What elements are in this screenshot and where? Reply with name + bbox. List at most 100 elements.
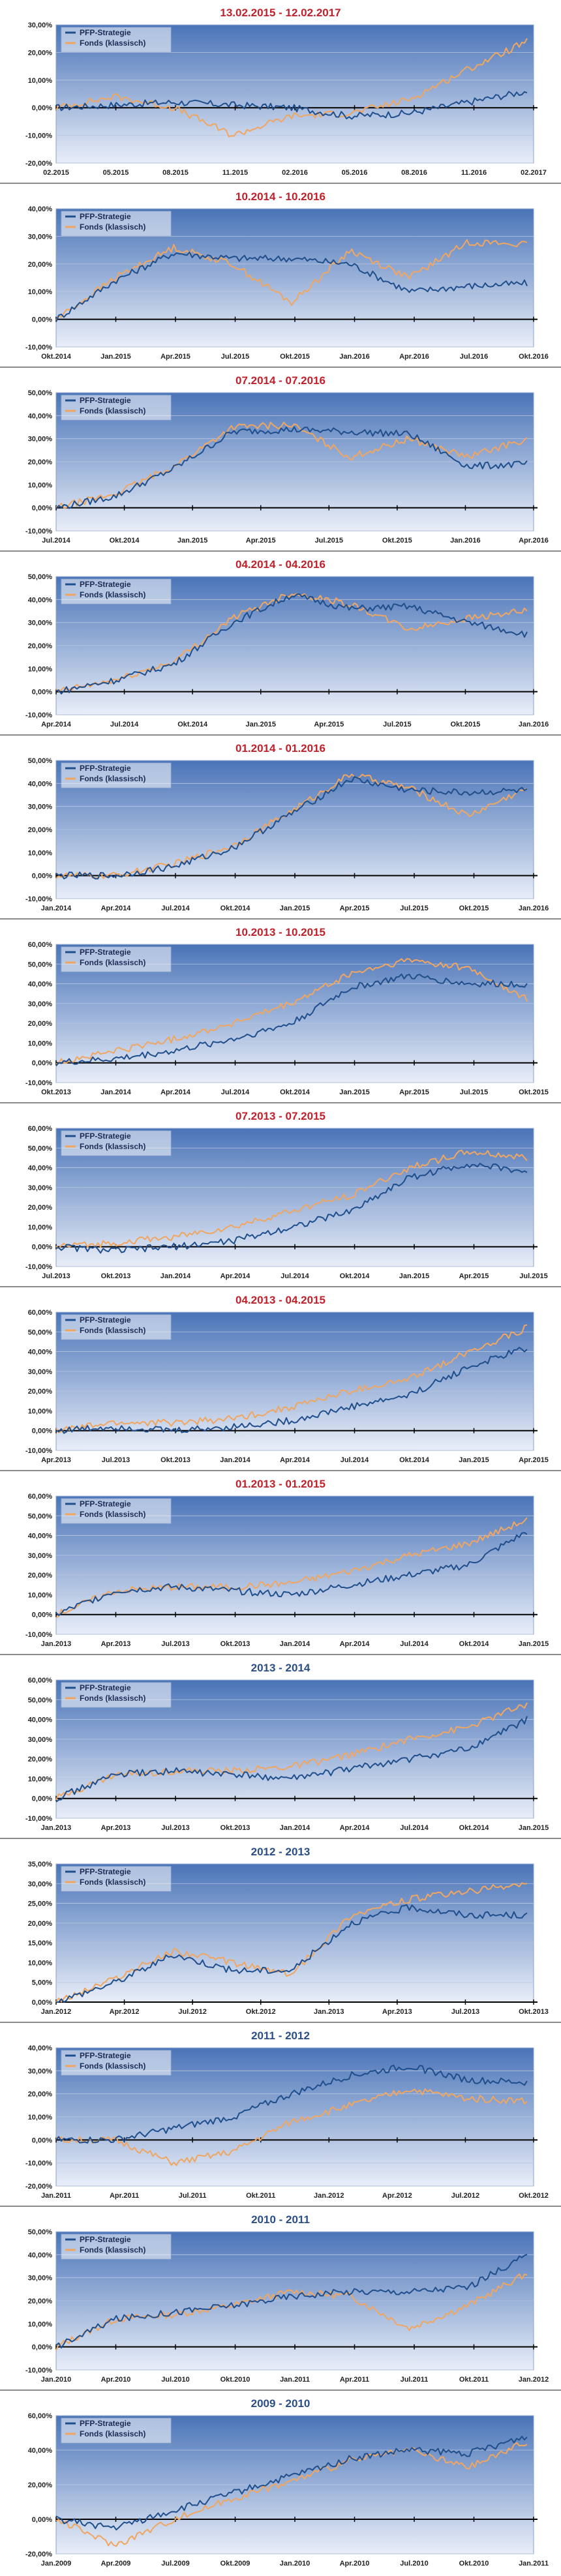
y-tick-label: 10,00% bbox=[28, 288, 53, 296]
x-tick-label: Jan.2014 bbox=[41, 905, 72, 912]
x-tick-label: Apr.2011 bbox=[340, 2376, 369, 2384]
y-tick-label: 30,00% bbox=[28, 1880, 53, 1888]
chart-panel: 2011 - 2012 40,00% 30,00% 20,00% 10,00% 0,00%… bbox=[0, 2023, 561, 2207]
y-tick-label: -20,00% bbox=[25, 2551, 52, 2558]
chart-svg: 60,00% 50,00% 40,00% 30,00% 20,00% 10,00% 0,00… bbox=[25, 1677, 549, 1832]
x-tick-label: Jul.2010 bbox=[161, 2376, 189, 2384]
chart-title: 01.2013 - 01.2015 bbox=[235, 1478, 326, 1490]
chart-panel: 10.2014 - 10.2016 40,00% 30,00% 20,00% 10,00… bbox=[0, 184, 561, 368]
x-tick-label: Apr.2015 bbox=[459, 1272, 489, 1280]
series-line bbox=[55, 2064, 528, 2144]
chart-panel: 04.2014 - 04.2016 50,00% 40,00% 30,00% 20,00… bbox=[0, 552, 561, 736]
legend-label: PFP-Strategie bbox=[80, 1315, 131, 1325]
section-divider bbox=[0, 2206, 561, 2207]
x-tick-label: Jan.2009 bbox=[41, 2560, 71, 2568]
x-tick-label: Apr.2015 bbox=[340, 905, 370, 912]
y-tick-label: 30,00% bbox=[28, 2067, 53, 2075]
legend-label: Fonds (klassisch) bbox=[80, 958, 145, 967]
chart-title: 04.2013 - 04.2015 bbox=[235, 1294, 326, 1306]
y-tick-label: 40,00% bbox=[28, 412, 53, 420]
x-tick-label: Okt.2012 bbox=[246, 2008, 276, 2016]
x-tick-label: Apr.2014 bbox=[160, 1088, 191, 1096]
series-line bbox=[55, 91, 528, 120]
y-tick-label: 30,00% bbox=[28, 803, 53, 811]
y-tick-label: 10,00% bbox=[28, 1407, 53, 1415]
section-divider bbox=[0, 918, 561, 920]
y-tick-label: 0,00% bbox=[32, 505, 52, 513]
y-tick-label: 0,00% bbox=[32, 873, 52, 880]
y-tick-label: 50,00% bbox=[28, 1145, 53, 1152]
x-tick-label: Okt.2014 bbox=[177, 721, 208, 728]
y-tick-label: 30,00% bbox=[28, 1552, 53, 1560]
y-tick-label: 50,00% bbox=[28, 1328, 53, 1336]
y-tick-label: 50,00% bbox=[28, 1696, 53, 1704]
legend-label: Fonds (klassisch) bbox=[80, 2061, 145, 2071]
y-tick-label: 20,00% bbox=[28, 642, 53, 650]
x-tick-label: Apr.2014 bbox=[280, 1456, 311, 1464]
y-tick-label: 20,00% bbox=[28, 1388, 53, 1396]
x-tick-label: Jul.2011 bbox=[179, 2192, 207, 2200]
x-tick-label: Apr.2012 bbox=[382, 2192, 412, 2200]
x-tick-label: Okt.2009 bbox=[220, 2560, 250, 2568]
x-tick-label: Jan.2011 bbox=[41, 2192, 71, 2200]
x-tick-label: Jul.2010 bbox=[400, 2560, 428, 2568]
series-line bbox=[55, 1702, 528, 1801]
y-tick-label: 20,00% bbox=[28, 2091, 53, 2099]
legend-label: PFP-Strategie bbox=[80, 396, 131, 405]
x-tick-label: Jan.2015 bbox=[339, 1088, 369, 1096]
chart-svg: 60,00% 40,00% 20,00% 0,00% -20,00% Jan.2009 Ap… bbox=[25, 2412, 549, 2568]
x-tick-label: 02.2016 bbox=[282, 169, 308, 177]
y-tick-label: 0,00% bbox=[32, 1999, 52, 2007]
y-tick-label: 20,00% bbox=[28, 458, 53, 466]
legend-box bbox=[61, 211, 172, 237]
y-tick-label: 25,00% bbox=[28, 1900, 53, 1908]
y-tick-label: 40,00% bbox=[28, 2044, 53, 2052]
x-tick-label: Jul.2015 bbox=[221, 353, 249, 361]
chart-title: 07.2014 - 07.2016 bbox=[235, 374, 326, 387]
y-tick-label: 30,00% bbox=[28, 1368, 53, 1376]
x-tick-label: Okt.2012 bbox=[519, 2192, 549, 2200]
x-tick-label: Jan.2012 bbox=[314, 2192, 344, 2200]
x-tick-label: Jan.2014 bbox=[280, 1640, 311, 1648]
x-tick-label: Okt.2013 bbox=[41, 1088, 71, 1096]
chart-svg: 60,00% 50,00% 40,00% 30,00% 20,00% 10,00% 0,00… bbox=[25, 941, 549, 1096]
chart-title: 04.2014 - 04.2016 bbox=[235, 558, 326, 571]
legend-label: Fonds (klassisch) bbox=[80, 1878, 145, 1887]
legend-label: PFP-Strategie bbox=[80, 948, 131, 957]
y-tick-label: 40,00% bbox=[28, 205, 53, 213]
series-line bbox=[56, 1904, 528, 2003]
chart-panel: 04.2013 - 04.2015 60,00% 50,00% 40,00% 30,00… bbox=[0, 1287, 561, 1471]
section-divider bbox=[0, 2389, 561, 2391]
series-line bbox=[55, 251, 528, 322]
y-tick-label: 40,00% bbox=[28, 780, 53, 788]
section-divider bbox=[0, 367, 561, 368]
x-tick-label: Jan.2015 bbox=[245, 721, 275, 728]
section-divider bbox=[0, 1838, 561, 1839]
x-tick-label: Okt.2011 bbox=[246, 2192, 275, 2200]
x-tick-label: Jul.2015 bbox=[519, 1272, 547, 1280]
y-tick-label: 10,00% bbox=[28, 2320, 53, 2328]
series-line bbox=[55, 239, 528, 321]
x-tick-label: Jan.2013 bbox=[41, 1640, 71, 1648]
x-tick-label: Jul.2014 bbox=[400, 1824, 429, 1832]
chart-title: 2012 - 2013 bbox=[250, 1846, 311, 1858]
y-tick-label: 60,00% bbox=[28, 1677, 53, 1685]
y-tick-label: 10,00% bbox=[28, 849, 53, 857]
series-line bbox=[55, 1347, 528, 1434]
series-line bbox=[55, 1517, 528, 1619]
x-tick-label: Jul.2014 bbox=[341, 1456, 369, 1464]
legend-box bbox=[61, 2234, 172, 2260]
legend-label: PFP-Strategie bbox=[80, 2419, 131, 2428]
series-line bbox=[55, 1716, 528, 1803]
x-tick-label: Okt.2014 bbox=[340, 1272, 371, 1280]
y-tick-label: 40,00% bbox=[28, 1716, 53, 1724]
x-tick-label: Jul.2014 bbox=[400, 1640, 429, 1648]
section-divider bbox=[0, 183, 561, 184]
y-tick-label: 20,00% bbox=[28, 1572, 53, 1580]
x-tick-label: Jul.2014 bbox=[161, 905, 190, 912]
chart-panel: 10.2013 - 10.2015 60,00% 50,00% 40,00% 30,00… bbox=[0, 920, 561, 1103]
y-tick-label: 20,00% bbox=[28, 49, 53, 57]
legend-box bbox=[61, 1866, 172, 1892]
chart-title: 13.02.2015 - 12.02.2017 bbox=[220, 7, 341, 19]
chart-panel: 2013 - 2014 60,00% 50,00% 40,00% 30,00% 20,00… bbox=[0, 1655, 561, 1839]
